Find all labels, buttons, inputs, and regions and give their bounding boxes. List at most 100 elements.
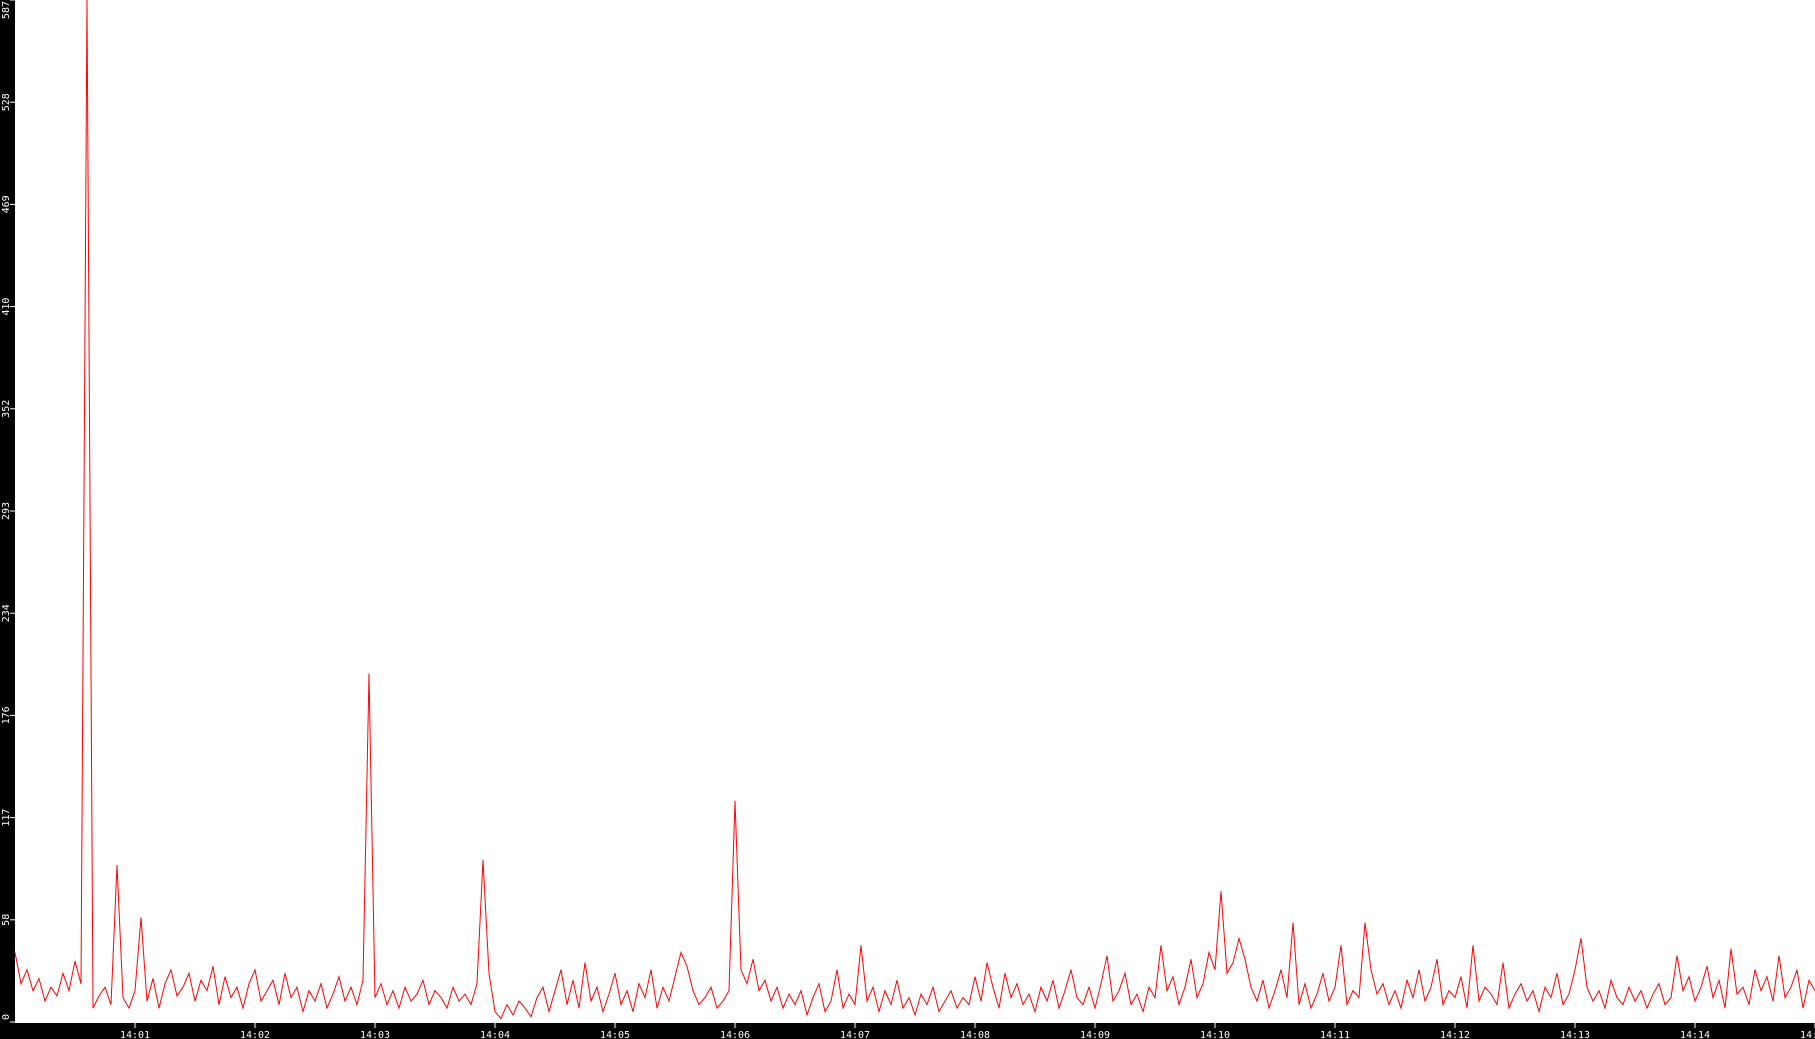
data-point (1538, 1011, 1540, 1012)
data-point (26, 969, 28, 971)
data-point (1688, 976, 1690, 978)
data-point (1358, 997, 1360, 999)
data-point (1418, 969, 1420, 971)
data-point (1424, 1000, 1426, 1002)
data-point (548, 1011, 550, 1012)
data-point (1592, 1000, 1594, 1002)
data-point (1412, 997, 1414, 999)
data-point (1064, 990, 1066, 992)
data-point (1196, 997, 1198, 999)
data-point (1058, 1007, 1060, 1009)
data-point (458, 1000, 460, 1002)
data-point (1226, 972, 1228, 974)
x-tick-label: 14:06 (720, 1030, 750, 1039)
data-point (1766, 976, 1768, 978)
data-point (284, 972, 286, 974)
data-point (482, 859, 484, 861)
data-point (206, 990, 208, 992)
data-point (1304, 983, 1306, 985)
data-point (1130, 1004, 1132, 1005)
data-point (1568, 993, 1570, 995)
data-point (1214, 969, 1216, 971)
y-tick-label: 293 (1, 502, 12, 520)
data-point (1490, 993, 1492, 995)
data-point (1526, 1000, 1528, 1002)
data-point (1496, 1004, 1498, 1005)
data-point (296, 986, 298, 988)
y-tick-label: 176 (1, 706, 12, 724)
data-point (602, 1011, 604, 1012)
data-point (1622, 1004, 1624, 1005)
data-point (1514, 993, 1516, 995)
y-axis: 0 58 117 176 234 293 352 410 469 528 587 (1, 0, 15, 1023)
data-point (488, 972, 490, 974)
x-tick-label: 14:14 (1680, 1030, 1710, 1039)
data-point (428, 1004, 430, 1005)
data-point (476, 983, 478, 985)
data-point (1028, 993, 1030, 995)
data-point (746, 983, 748, 985)
data-point (770, 1000, 772, 1002)
data-point (368, 673, 370, 675)
data-point (572, 979, 574, 981)
data-point (698, 1004, 700, 1005)
data-point (260, 1000, 262, 1002)
data-point (980, 1000, 982, 1002)
data-point (1442, 1004, 1444, 1005)
data-point (890, 1004, 892, 1005)
data-point (1550, 997, 1552, 999)
data-point (536, 997, 538, 999)
data-point (584, 962, 586, 964)
x-tick-label: 14:13 (1560, 1030, 1590, 1039)
data-point (860, 944, 862, 946)
data-point (716, 1007, 718, 1009)
data-point (1472, 944, 1474, 946)
data-point (524, 1007, 526, 1009)
data-point (1118, 990, 1120, 992)
data-point (1034, 1011, 1036, 1012)
x-tick-label: 14:04 (480, 1030, 510, 1039)
data-point (1238, 938, 1240, 939)
data-point (1790, 986, 1792, 988)
data-point (902, 1007, 904, 1009)
data-point (842, 1007, 844, 1009)
data-point (38, 978, 40, 979)
data-point (1016, 983, 1018, 985)
data-point (632, 1011, 634, 1012)
data-point (1166, 990, 1168, 992)
data-point (1448, 990, 1450, 992)
data-point (596, 986, 598, 988)
data-point (62, 972, 64, 974)
data-point (146, 1000, 148, 1002)
x-tick-label: 14:09 (1080, 1030, 1110, 1039)
data-point (410, 1000, 412, 1002)
data-point (986, 962, 988, 964)
data-point (1808, 979, 1810, 981)
data-point (1466, 1007, 1468, 1009)
data-point (1232, 962, 1234, 964)
data-point (818, 983, 820, 985)
data-point (644, 997, 646, 999)
data-point (614, 972, 616, 974)
data-point (212, 965, 214, 967)
data-point (1154, 997, 1156, 999)
data-point (728, 990, 730, 992)
data-point (1292, 922, 1294, 924)
data-point (356, 1004, 358, 1005)
x-tick-label: 14:12 (1440, 1030, 1470, 1039)
data-point (1286, 997, 1288, 999)
data-point (1202, 983, 1204, 985)
data-point (938, 1011, 940, 1012)
data-point (1664, 1004, 1666, 1005)
y-tick-label: 58 (1, 914, 12, 926)
data-point (1604, 1007, 1606, 1009)
data-point (722, 1000, 724, 1002)
data-point (836, 969, 838, 971)
data-point (1184, 986, 1186, 988)
data-point (800, 990, 802, 992)
data-point (1046, 1000, 1048, 1002)
data-point (542, 986, 544, 988)
data-point (1580, 938, 1582, 939)
data-point (1268, 1007, 1270, 1009)
data-point (464, 993, 466, 995)
